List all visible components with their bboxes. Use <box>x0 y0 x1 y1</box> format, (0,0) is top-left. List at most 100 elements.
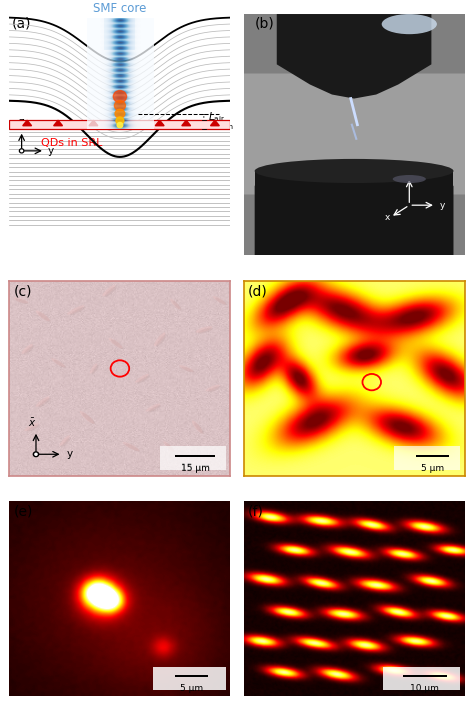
Text: 5 μm: 5 μm <box>180 684 203 693</box>
Ellipse shape <box>92 365 99 374</box>
Ellipse shape <box>36 396 49 407</box>
Ellipse shape <box>393 175 426 183</box>
Bar <box>383 666 460 690</box>
Ellipse shape <box>105 287 117 297</box>
Ellipse shape <box>80 411 94 424</box>
Ellipse shape <box>135 374 149 382</box>
Text: SMF core: SMF core <box>93 2 146 15</box>
Ellipse shape <box>54 360 66 368</box>
Ellipse shape <box>137 375 150 383</box>
Bar <box>175 455 215 457</box>
Text: $L_{\rm air}$: $L_{\rm air}$ <box>208 110 226 124</box>
Text: 10 μm: 10 μm <box>410 684 439 693</box>
Ellipse shape <box>208 386 221 392</box>
Ellipse shape <box>13 297 28 303</box>
Circle shape <box>117 122 123 128</box>
Ellipse shape <box>70 307 85 316</box>
Ellipse shape <box>192 420 203 434</box>
Text: (a): (a) <box>12 16 31 30</box>
Ellipse shape <box>164 441 173 452</box>
Text: x: x <box>384 213 390 222</box>
Ellipse shape <box>170 299 180 309</box>
Bar <box>9 120 230 129</box>
Ellipse shape <box>194 423 204 434</box>
Ellipse shape <box>206 385 220 392</box>
Ellipse shape <box>62 437 71 446</box>
Bar <box>416 455 449 457</box>
Text: z: z <box>407 166 412 175</box>
Ellipse shape <box>111 340 124 349</box>
Ellipse shape <box>27 425 40 432</box>
Bar <box>104 18 136 51</box>
Text: y: y <box>440 200 446 209</box>
Text: 15 μm: 15 μm <box>181 463 210 472</box>
Text: (c): (c) <box>14 285 32 299</box>
Text: 5 μm: 5 μm <box>421 464 444 473</box>
Ellipse shape <box>38 398 51 408</box>
Ellipse shape <box>182 367 194 373</box>
Polygon shape <box>54 120 63 126</box>
Bar <box>175 455 215 457</box>
Text: y: y <box>67 449 73 459</box>
Ellipse shape <box>16 299 29 304</box>
Ellipse shape <box>67 305 84 315</box>
Ellipse shape <box>382 14 437 34</box>
Circle shape <box>33 452 39 457</box>
Polygon shape <box>155 120 164 126</box>
Polygon shape <box>210 120 219 126</box>
Ellipse shape <box>156 334 166 347</box>
Circle shape <box>116 117 124 124</box>
Bar <box>175 675 208 678</box>
Bar <box>160 446 226 470</box>
Ellipse shape <box>179 365 193 372</box>
Ellipse shape <box>255 159 454 183</box>
Circle shape <box>21 150 22 152</box>
Bar <box>153 666 226 690</box>
Bar <box>416 455 449 457</box>
Ellipse shape <box>146 404 160 411</box>
Polygon shape <box>89 120 98 126</box>
Ellipse shape <box>90 363 97 373</box>
Bar <box>394 446 460 470</box>
Ellipse shape <box>165 443 175 453</box>
Ellipse shape <box>198 328 213 334</box>
Text: (e): (e) <box>14 505 33 519</box>
Ellipse shape <box>24 423 39 431</box>
Circle shape <box>19 149 24 153</box>
Ellipse shape <box>36 311 50 321</box>
Text: $L_{\rm mem}$: $L_{\rm mem}$ <box>208 118 234 131</box>
Polygon shape <box>277 14 431 98</box>
Circle shape <box>113 91 127 103</box>
Ellipse shape <box>102 285 115 296</box>
Ellipse shape <box>148 405 161 412</box>
Ellipse shape <box>24 346 34 355</box>
Circle shape <box>115 109 125 118</box>
Ellipse shape <box>213 296 226 304</box>
Text: y: y <box>48 146 54 156</box>
Text: QDs in SRL: QDs in SRL <box>41 138 102 148</box>
Text: (d): (d) <box>248 285 268 299</box>
Text: (b): (b) <box>255 16 274 30</box>
Text: z: z <box>19 117 24 127</box>
Ellipse shape <box>195 326 212 333</box>
Ellipse shape <box>82 413 95 424</box>
Bar <box>255 171 454 255</box>
Ellipse shape <box>125 444 140 451</box>
Ellipse shape <box>123 442 139 451</box>
Ellipse shape <box>21 344 33 354</box>
Text: $\bar{x}$: $\bar{x}$ <box>28 417 37 429</box>
Circle shape <box>35 453 37 456</box>
Ellipse shape <box>215 297 227 305</box>
Ellipse shape <box>60 435 70 446</box>
Text: 15 μm: 15 μm <box>181 464 210 473</box>
Ellipse shape <box>172 300 182 310</box>
Text: (f): (f) <box>248 505 264 519</box>
Circle shape <box>114 101 126 110</box>
Polygon shape <box>23 120 32 126</box>
Bar <box>403 675 447 678</box>
Ellipse shape <box>51 358 65 367</box>
Ellipse shape <box>154 333 165 346</box>
Polygon shape <box>182 120 191 126</box>
Ellipse shape <box>38 312 51 322</box>
Ellipse shape <box>109 338 122 349</box>
